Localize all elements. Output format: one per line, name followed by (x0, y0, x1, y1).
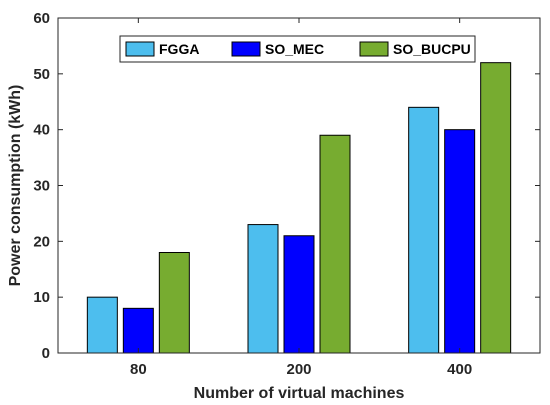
y-tick-label: 60 (33, 10, 50, 27)
legend: FGGA SO_MEC SO_BUCPU (119, 35, 476, 63)
y-axis-label: Power consumption (kWh) (7, 85, 24, 287)
legend-swatch-so-bucpu (359, 41, 389, 57)
bar-fgga-400 (408, 106, 440, 354)
x-tick-label-200: 200 (286, 361, 311, 378)
legend-label-fgga: FGGA (159, 41, 199, 57)
y-tick-label: 40 (33, 122, 50, 139)
y-tick-labels: 0 10 20 30 40 50 60 (33, 10, 50, 362)
bar-so-mec-400 (444, 129, 476, 354)
y-tick-label: 20 (33, 233, 50, 250)
y-tick-label: 50 (33, 66, 50, 83)
bar-fgga-200 (247, 224, 279, 354)
bars-group (86, 62, 512, 354)
bar-so-mec-80 (122, 307, 154, 354)
axes-group (57, 17, 541, 354)
x-tick-labels: 80 200 400 (130, 361, 472, 378)
bar-so-bucpu-400 (480, 62, 512, 354)
x-tick-label-80: 80 (130, 361, 147, 378)
bar-so-mec-200 (283, 235, 315, 354)
legend-swatch-fgga (125, 41, 155, 57)
bar-so-bucpu-80 (158, 252, 190, 354)
legend-label-so-mec: SO_MEC (265, 41, 324, 57)
y-tick-label: 30 (33, 178, 50, 195)
x-tick-label-400: 400 (447, 361, 472, 378)
y-tick-label: 0 (42, 345, 50, 362)
y-tick-label: 10 (33, 289, 50, 306)
x-axis-label: Number of virtual machines (194, 385, 405, 402)
legend-label-so-bucpu: SO_BUCPU (393, 41, 471, 57)
legend-box (119, 35, 476, 63)
bar-so-bucpu-200 (319, 134, 351, 354)
bar-fgga-80 (86, 296, 118, 354)
legend-swatch-so-mec (231, 41, 261, 57)
